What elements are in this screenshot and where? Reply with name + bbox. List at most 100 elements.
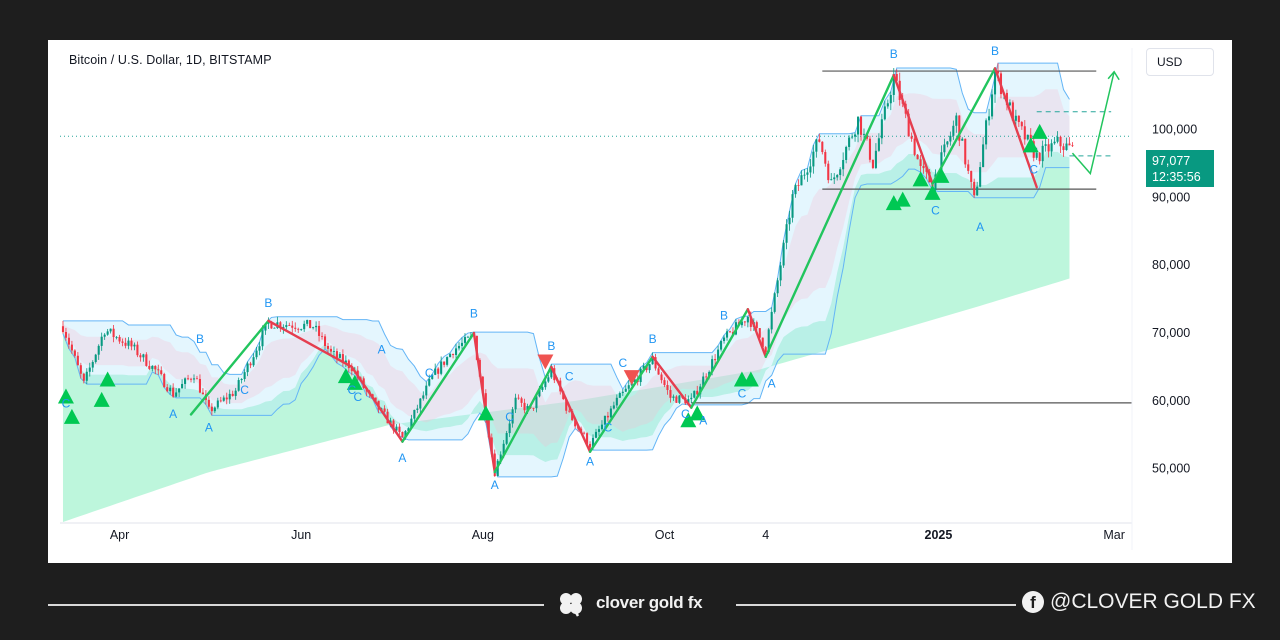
candle — [237, 377, 240, 392]
candle — [946, 140, 949, 148]
candle — [61, 320, 65, 334]
candle — [88, 362, 91, 377]
buy-signal-icon — [924, 184, 941, 200]
candle — [728, 330, 732, 333]
candle — [857, 116, 860, 143]
candle — [94, 353, 97, 364]
candle — [300, 328, 303, 332]
candle — [678, 395, 681, 405]
candle — [976, 181, 979, 196]
wave-label: C — [931, 203, 940, 217]
candle — [315, 321, 318, 332]
candle — [67, 333, 70, 349]
zigzag-segment — [189, 319, 270, 416]
candle — [800, 170, 803, 186]
candle — [913, 134, 916, 157]
candle — [517, 394, 520, 400]
candle — [1017, 115, 1020, 128]
candle — [508, 419, 511, 438]
wave-label: A — [378, 342, 386, 356]
candle — [341, 349, 344, 367]
candle — [1059, 135, 1062, 154]
zigzag-segment — [267, 319, 354, 369]
candle — [717, 345, 720, 362]
candle — [216, 397, 219, 410]
candle — [139, 353, 142, 362]
candle — [121, 338, 124, 347]
candle — [1038, 151, 1041, 165]
candle — [419, 398, 422, 414]
wave-label: C — [353, 390, 362, 404]
buy-signal-icon — [346, 374, 363, 390]
candle — [1026, 134, 1029, 141]
candle — [1047, 138, 1050, 158]
candle — [294, 322, 297, 332]
wave-label: C — [618, 356, 627, 370]
facebook-icon: f — [1022, 591, 1044, 613]
candle — [443, 361, 446, 368]
candle — [228, 389, 231, 404]
x-tick-label: Aug — [472, 528, 494, 542]
candle — [690, 393, 693, 403]
candle — [779, 261, 782, 287]
candle — [210, 403, 213, 416]
wave-label: B — [890, 47, 898, 61]
sell-signal-icon — [623, 370, 640, 386]
candle — [1053, 137, 1056, 145]
candle — [886, 99, 889, 109]
candle — [991, 89, 994, 120]
candle — [532, 407, 535, 411]
footer-divider-right — [736, 604, 1016, 606]
zigzag-segment — [550, 365, 592, 453]
zigzag-segment — [746, 308, 767, 358]
candle — [824, 149, 827, 167]
candle — [431, 374, 434, 380]
candle — [258, 341, 261, 356]
candle — [413, 409, 416, 422]
zigzag-segment — [892, 73, 934, 185]
candle — [505, 430, 508, 446]
candle — [73, 349, 76, 358]
candle — [350, 363, 353, 376]
y-tick-label: 60,000 — [1152, 394, 1190, 408]
x-tick-label: Mar — [1103, 528, 1125, 542]
wave-label: C — [347, 383, 356, 397]
zigzag-segment — [350, 365, 404, 443]
currency-selector[interactable]: USD — [1146, 48, 1214, 76]
wave-label: A — [205, 420, 213, 434]
candle — [91, 360, 94, 373]
candle — [267, 317, 270, 329]
social-handle[interactable]: f @CLOVER GOLD FX — [1022, 588, 1256, 616]
candle — [1068, 137, 1071, 146]
candle — [922, 160, 925, 174]
candle — [130, 337, 133, 351]
candle — [523, 398, 526, 414]
candle — [154, 365, 157, 375]
candle — [720, 340, 723, 352]
candle — [776, 277, 779, 298]
buy-signal-icon — [894, 191, 911, 207]
candle — [106, 328, 109, 336]
channel-bands — [62, 62, 1070, 478]
candle — [1014, 109, 1017, 127]
candle — [178, 388, 181, 398]
candle — [1071, 142, 1074, 148]
candle — [273, 327, 276, 329]
candle — [648, 364, 651, 374]
candle — [85, 368, 88, 385]
candle — [466, 335, 469, 338]
candle — [809, 159, 812, 178]
candle — [97, 344, 100, 360]
buy-signal-icon — [680, 412, 697, 428]
candle — [1044, 137, 1047, 152]
wave-label: A — [491, 478, 499, 492]
candle — [979, 161, 982, 188]
candle — [335, 348, 338, 364]
candle — [422, 391, 425, 401]
candle — [118, 334, 121, 344]
symbol-title: Bitcoin / U.S. Dollar, 1D, BITSTAMP — [69, 53, 272, 67]
candle — [326, 342, 330, 353]
candle — [788, 210, 791, 231]
zigzag-segment — [493, 365, 553, 474]
